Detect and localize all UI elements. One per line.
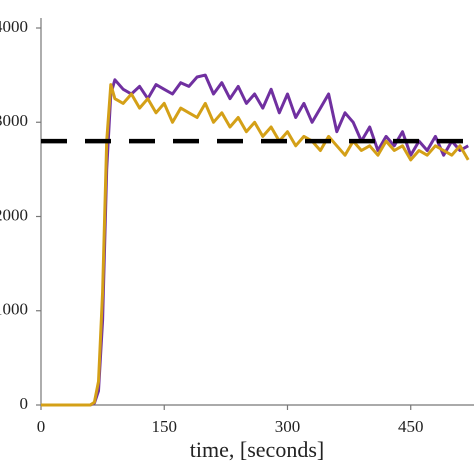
y-tick-label: 2000 bbox=[0, 205, 28, 224]
y-tick-label: 3000 bbox=[0, 111, 28, 130]
y-tick-label: 4000 bbox=[0, 17, 28, 36]
y-tick-label: 1000 bbox=[0, 300, 28, 319]
x-tick-label: 0 bbox=[37, 417, 46, 436]
x-axis-label: time, [seconds] bbox=[190, 437, 324, 462]
x-tick-label: 300 bbox=[275, 417, 301, 436]
x-tick-label: 450 bbox=[398, 417, 424, 436]
x-tick-label: 150 bbox=[151, 417, 177, 436]
data-line bbox=[41, 83, 470, 407]
y-tick-label: 0 bbox=[20, 394, 29, 413]
